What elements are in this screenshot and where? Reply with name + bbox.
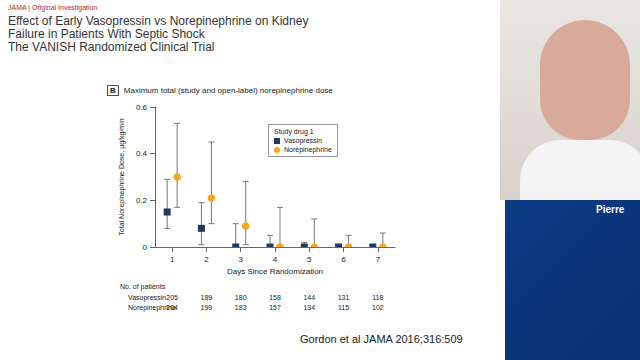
html-text:144: 144: [303, 294, 316, 301]
svg-text:0.2: 0.2: [136, 196, 148, 205]
html-text:Effect of Early Vasopressin vs: Effect of Early Vasopressin vs Norepinep…: [8, 14, 309, 28]
html-text:102: 102: [372, 304, 384, 311]
svg-text:0.4: 0.4: [136, 149, 148, 158]
svg-text:0.6: 0.6: [136, 103, 148, 112]
html-text:Pierre: Pierre: [596, 204, 625, 215]
html-text:Norepinephrine: Norepinephrine: [284, 146, 332, 153]
html-text:Norepinephrine: Norepinephrine: [128, 304, 176, 311]
html-text:Failure in Patients With Septi: Failure in Patients With Septic Shock: [8, 27, 205, 41]
svg-text:4: 4: [273, 255, 278, 264]
html-text:134: 134: [303, 304, 316, 311]
html-text:B: B: [110, 86, 116, 95]
html-text:The VANISH Randomized Clinical: The VANISH Randomized Clinical Trial: [8, 40, 215, 54]
html-text:199: 199: [200, 304, 213, 311]
html-text:Gordon et al JAMA 2016;316:509: Gordon et al JAMA 2016;316:509: [300, 333, 463, 345]
html-text:115: 115: [338, 304, 350, 311]
html-text:Study drug 1: Study drug 1: [274, 128, 314, 135]
svg-text:Days Since Randomization: Days Since Randomization: [227, 267, 323, 276]
html-text:180: 180: [234, 294, 247, 301]
html-text:Vasopressin 205: Vasopressin 205: [128, 294, 178, 301]
html-text:183: 183: [234, 304, 247, 311]
svg-text:7: 7: [376, 255, 381, 264]
svg-text:6: 6: [341, 255, 346, 264]
html-text:157: 157: [269, 304, 281, 311]
html-text:204: 204: [166, 304, 178, 311]
svg-text:3: 3: [238, 255, 243, 264]
html-text:118: 118: [372, 294, 384, 301]
svg-text:0: 0: [143, 243, 148, 252]
html-text:JAMA | Original Investigation: JAMA | Original Investigation: [8, 4, 98, 11]
html-text:Vasopressin: Vasopressin: [284, 137, 322, 144]
html-text:131: 131: [337, 294, 350, 301]
html-text:189: 189: [200, 294, 213, 301]
html-text:No. of patients: No. of patients: [120, 283, 166, 290]
svg-text:5: 5: [307, 255, 312, 264]
svg-text:2: 2: [204, 255, 209, 264]
svg-text:1: 1: [170, 255, 175, 264]
html-text:Maximum total (study and open-: Maximum total (study and open-label) nor…: [123, 86, 333, 95]
svg-text:Total Norepinephrine Dose, μg/: Total Norepinephrine Dose, μg/kg/min: [118, 118, 126, 235]
html-text:158: 158: [269, 294, 281, 301]
